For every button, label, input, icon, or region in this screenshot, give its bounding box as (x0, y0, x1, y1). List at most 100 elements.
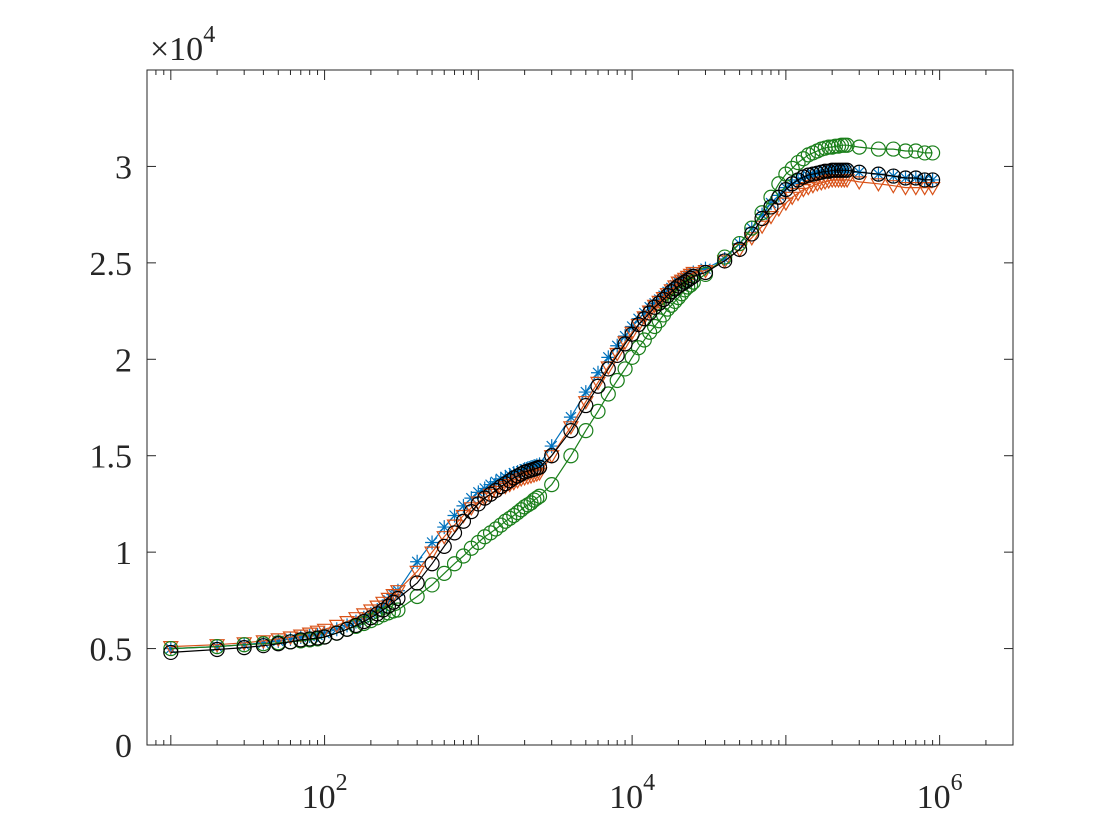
data-point (717, 253, 733, 269)
data-point (523, 460, 538, 475)
data-point (526, 492, 542, 508)
data-point (636, 311, 652, 327)
data-point (476, 492, 493, 507)
data-point (302, 631, 318, 647)
data-point (908, 143, 924, 159)
data-point (870, 166, 887, 182)
data-point (809, 178, 826, 192)
data-point (577, 396, 594, 410)
data-point (340, 618, 355, 633)
data-point (590, 365, 605, 380)
data-point (497, 476, 514, 492)
data-point (501, 479, 518, 493)
data-point (885, 141, 901, 157)
data-point (424, 577, 440, 593)
data-point (256, 635, 271, 650)
data-point (824, 162, 840, 178)
y-tick-label: 0.5 (90, 632, 133, 669)
data-point (409, 565, 426, 580)
data-point (236, 640, 252, 656)
data-point (827, 138, 844, 154)
x-tick-base: 10 (917, 779, 951, 816)
data-point (563, 448, 579, 464)
data-point (493, 478, 509, 495)
data-point (924, 182, 941, 196)
data-point (897, 170, 914, 186)
data-point (348, 617, 364, 634)
data-point (851, 164, 867, 180)
data-point (293, 632, 309, 648)
data-point (754, 210, 770, 227)
data-point (446, 525, 463, 541)
data-point (917, 172, 933, 188)
data-point (801, 169, 816, 184)
data-point (309, 630, 326, 646)
data-point (925, 172, 941, 188)
data-point (636, 332, 652, 348)
data-point (502, 468, 517, 482)
y-tick-label: 2 (115, 342, 132, 379)
data-point (646, 299, 663, 315)
data-point (271, 633, 286, 648)
data-point (526, 459, 541, 474)
data-point (531, 467, 548, 482)
data-point (631, 311, 646, 326)
data-point (589, 376, 607, 391)
data-point (827, 162, 844, 178)
data-point (717, 252, 732, 266)
data-point (544, 448, 560, 464)
data-point (456, 498, 471, 513)
data-point (763, 189, 779, 205)
data-point (821, 139, 837, 155)
data-point (697, 264, 714, 281)
data-point (531, 488, 548, 504)
data-point (293, 630, 308, 644)
data-point (482, 486, 499, 502)
data-point (916, 182, 933, 196)
data-point (642, 305, 658, 321)
data-point (520, 461, 535, 476)
data-point (329, 625, 345, 641)
data-point (497, 513, 514, 529)
data-point (637, 306, 652, 320)
data-point (600, 361, 616, 377)
x-tick-label: 102 (302, 770, 348, 816)
data-point (544, 477, 560, 493)
data-point (502, 473, 518, 489)
data-point (600, 386, 616, 402)
data-point (601, 350, 616, 365)
data-point (796, 171, 811, 185)
data-point (716, 255, 733, 270)
data-point (651, 313, 667, 329)
data-point (425, 535, 440, 550)
data-point (283, 631, 298, 646)
data-point (763, 199, 779, 215)
data-point (655, 291, 672, 308)
data-point (790, 154, 806, 171)
data-point (870, 141, 887, 157)
data-point (424, 556, 440, 572)
data-point (356, 613, 372, 630)
data-point (763, 196, 778, 211)
x-tick-base: 10 (609, 779, 643, 816)
data-point (590, 403, 606, 419)
data-point (744, 226, 760, 242)
data-point (642, 324, 658, 340)
series-layer (162, 137, 941, 661)
data-point (455, 513, 472, 529)
x-tick-exponent: 2 (336, 770, 348, 796)
data-point (255, 635, 272, 650)
data-point (897, 143, 914, 159)
data-point (754, 205, 770, 221)
data-point (437, 520, 452, 535)
data-point (630, 316, 647, 333)
x-tick-base: 10 (302, 779, 336, 816)
x-tick-label: 106 (917, 770, 963, 816)
data-point (907, 182, 924, 196)
data-point (436, 531, 453, 545)
data-point (610, 338, 625, 353)
x-tick-exponent: 4 (643, 770, 655, 796)
data-point (163, 644, 179, 661)
